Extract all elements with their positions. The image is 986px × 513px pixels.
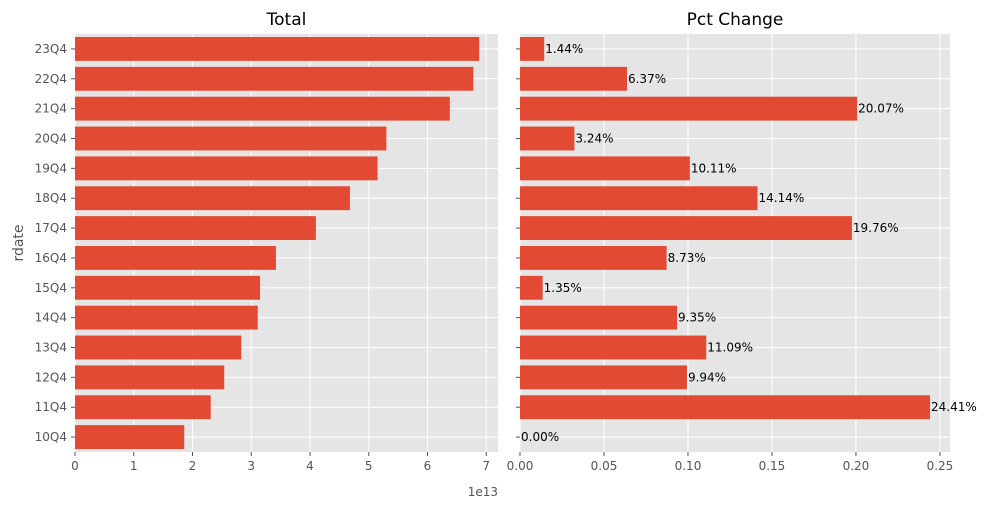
y-tick-label: 11Q4 (35, 400, 67, 414)
bar (520, 126, 575, 151)
data-label: 20.07% (858, 102, 904, 116)
data-label: 0.00% (521, 430, 559, 444)
bar (520, 395, 931, 420)
bar (520, 216, 852, 241)
x-tick-label: 0.20 (843, 459, 870, 473)
total-panel: 0 1 2 3 4 5 6 7 23Q4 22Q4 21Q4 20Q4 19Q4 18Q4 17Q4 16Q4… (11, 10, 498, 499)
x-tick-label: 5 (365, 459, 373, 473)
y-axis-title: rdate (11, 224, 27, 261)
bar (520, 156, 690, 181)
x-tick-label: 0.25 (927, 459, 954, 473)
bar (75, 216, 316, 241)
data-label: 1.35% (544, 281, 582, 295)
bar (520, 66, 627, 91)
bar (520, 36, 545, 61)
x-offset-label: 1e13 (468, 485, 498, 499)
panel-title: Total (266, 10, 307, 30)
bar (75, 275, 261, 300)
y-tick-label: 21Q4 (35, 102, 67, 116)
y-tick-label: 15Q4 (35, 281, 67, 295)
x-tick-label: 0.10 (675, 459, 702, 473)
y-tick-label: 16Q4 (35, 251, 67, 265)
bar (520, 305, 678, 330)
bar (75, 186, 350, 211)
bar (75, 126, 387, 151)
x-tick-label: 0.05 (591, 459, 618, 473)
data-label: 6.37% (628, 72, 666, 86)
bar (75, 156, 378, 181)
bar (75, 395, 211, 420)
bar (75, 245, 276, 270)
bar (520, 245, 667, 270)
x-tick-label: 0 (71, 459, 79, 473)
data-label: 8.73% (668, 251, 706, 265)
panel-title: Pct Change (687, 10, 784, 30)
x-tick-label: 7 (482, 459, 490, 473)
y-tick-label: 17Q4 (35, 221, 67, 235)
data-label: 9.35% (678, 311, 716, 325)
data-label: 9.94% (688, 370, 726, 384)
x-tick-label: 1 (130, 459, 138, 473)
bar (520, 96, 858, 121)
x-tick-label: 3 (247, 459, 255, 473)
y-tick-label: 10Q4 (35, 430, 67, 444)
data-label: 3.24% (575, 132, 613, 146)
bar (520, 335, 707, 360)
bar (75, 66, 474, 91)
data-label: 1.44% (545, 42, 583, 56)
data-label: 24.41% (931, 400, 977, 414)
data-label: 14.14% (759, 191, 805, 205)
data-label: 11.09% (707, 341, 753, 355)
y-tick-label: 20Q4 (35, 132, 67, 146)
y-tick-label: 23Q4 (35, 42, 67, 56)
y-tick-label: 19Q4 (35, 161, 67, 175)
bar (520, 365, 687, 390)
bar (75, 365, 225, 390)
y-tick-label: 18Q4 (35, 191, 67, 205)
data-label: 10.11% (691, 161, 737, 175)
bar (75, 335, 242, 360)
x-tick-label: 4 (306, 459, 314, 473)
bar (520, 275, 543, 300)
bar (520, 186, 758, 211)
y-tick-label: 13Q4 (35, 341, 67, 355)
x-tick-label: 0.15 (759, 459, 786, 473)
y-tick-label: 14Q4 (35, 311, 67, 325)
y-tick-label: 12Q4 (35, 370, 67, 384)
bar (75, 425, 185, 450)
x-tick-label: 6 (424, 459, 432, 473)
data-label: 19.76% (853, 221, 899, 235)
y-tick-label: 22Q4 (35, 72, 67, 86)
pct-change-panel: 0.00 0.05 0.10 0.15 0.20 0.25 1.44% 6.37% 20.07%… (507, 10, 977, 473)
bar (75, 96, 450, 121)
bar (75, 36, 480, 61)
x-tick-label: 2 (189, 459, 197, 473)
bar (75, 305, 258, 330)
x-tick-label: 0.00 (507, 459, 534, 473)
